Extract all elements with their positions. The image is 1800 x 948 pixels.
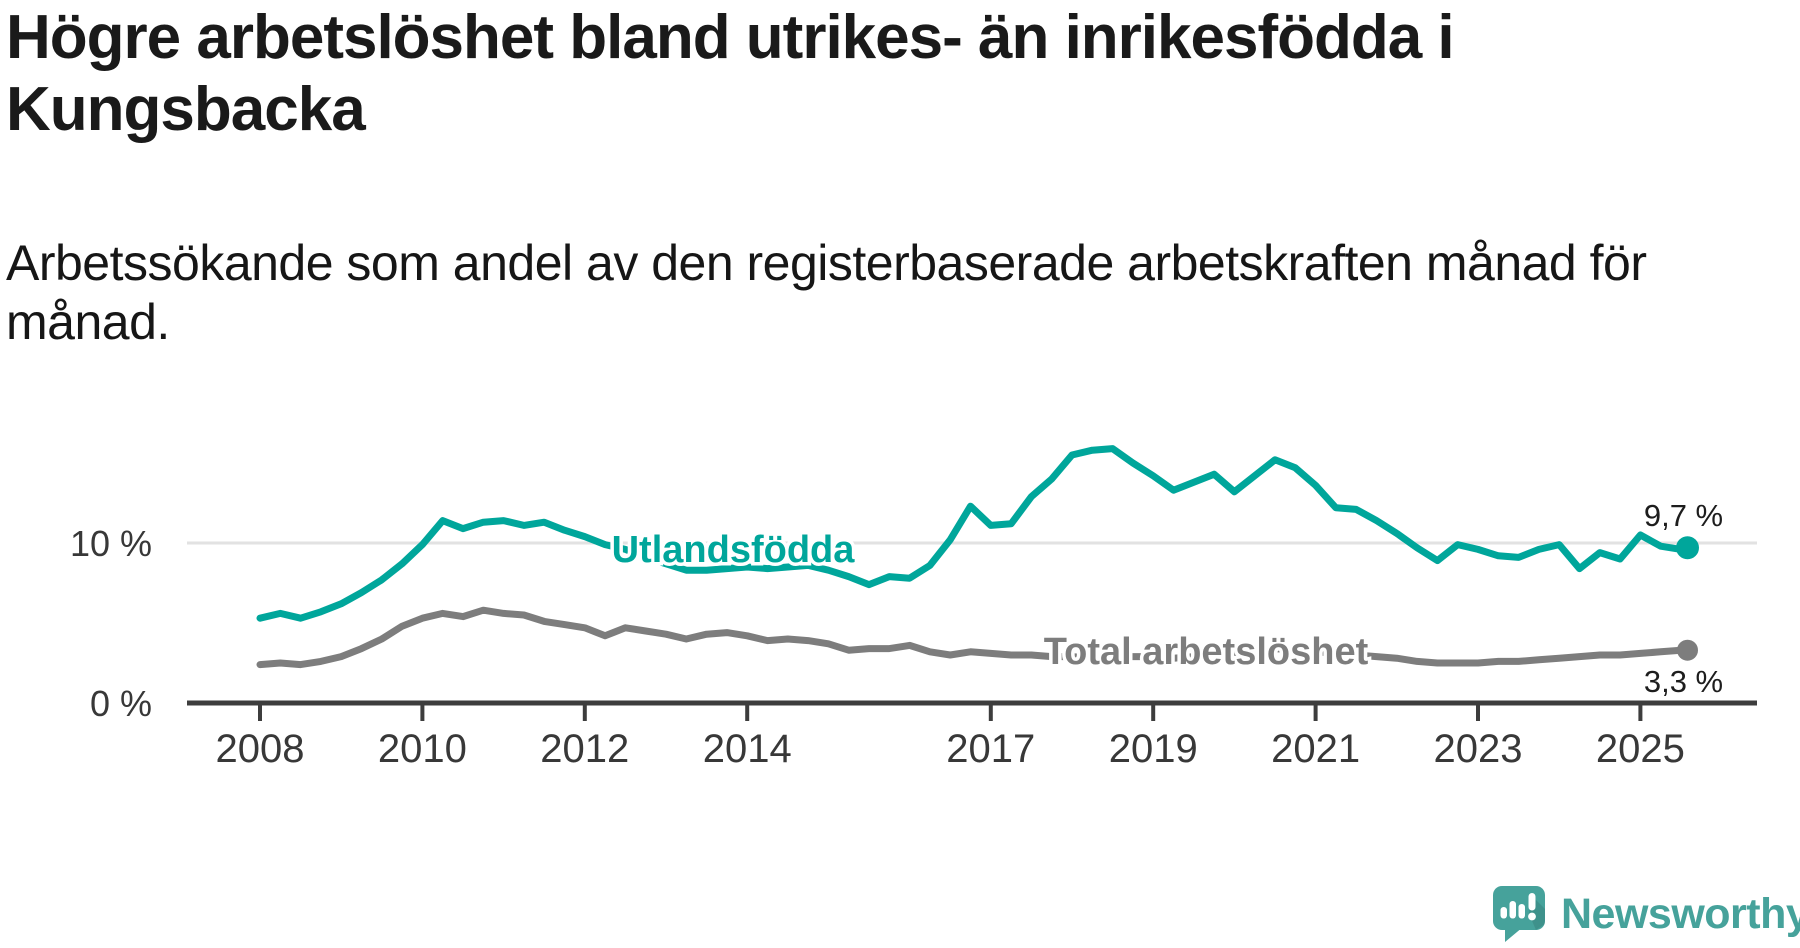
x-tick-label: 2017 [946,727,1035,771]
x-tick-label: 2014 [703,727,792,771]
newsworthy-logo-text: Newsworthy [1561,889,1800,938]
end-value-label-total-arbetsloshet: 3,3 % [1644,664,1723,699]
page-subtitle: Arbetssökande som andel av den registerb… [6,235,1647,350]
x-tick-label: 2012 [540,727,629,771]
y-tick-label: 0 % [90,683,152,724]
end-dot-utlandsfodda [1675,536,1699,560]
x-tick-label: 2019 [1109,727,1198,771]
series-line-utlandsfodda [256,445,1691,622]
series-label-utlandsfodda: Utlandsfödda [612,529,856,571]
x-tick-label: 2023 [1434,727,1523,771]
y-axis-labels: 10 % 0 % [70,523,152,724]
x-tick-label: 2008 [216,727,305,771]
x-tick-label: 2025 [1596,727,1685,771]
newsworthy-logo-icon [1493,886,1545,942]
newsworthy-logo: Newsworthy [1491,884,1800,944]
x-tick-label: 2010 [378,727,467,771]
end-dot-total-arbetsloshet [1676,639,1698,661]
series-line-total-arbetsloshet [256,606,1691,669]
series-lines [256,445,1691,669]
y-tick-label: 10 % [70,523,152,564]
end-value-label-utlandsfodda: 9,7 % [1644,498,1723,533]
x-axis-ticks: 2008 2010 2012 2014 2017 2019 2021 2023 2025 [216,703,1685,771]
x-tick-label: 2021 [1271,727,1360,771]
page-title: Högre arbetslöshet bland utrikes- än inr… [6,3,1455,144]
series-label-total-arbetsloshet: Total arbetslöshet [1044,631,1369,673]
